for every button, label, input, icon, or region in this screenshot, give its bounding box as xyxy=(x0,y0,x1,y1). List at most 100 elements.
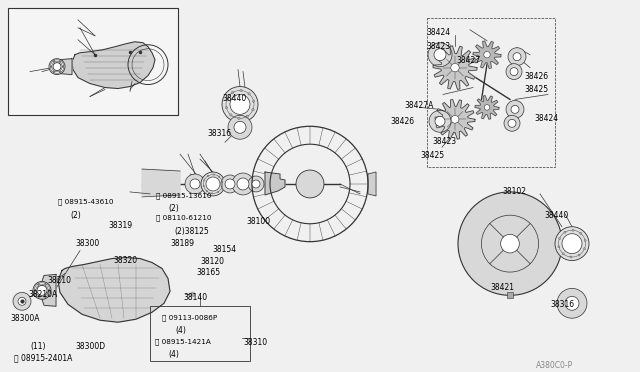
Polygon shape xyxy=(42,275,56,306)
Circle shape xyxy=(508,48,526,65)
Circle shape xyxy=(558,246,560,248)
Text: 38319: 38319 xyxy=(108,221,132,230)
Circle shape xyxy=(228,115,252,139)
Circle shape xyxy=(211,193,213,194)
Circle shape xyxy=(513,53,521,61)
Text: 38426: 38426 xyxy=(390,117,414,126)
Circle shape xyxy=(504,115,520,131)
Circle shape xyxy=(234,121,246,133)
Text: 38316: 38316 xyxy=(550,300,574,310)
Circle shape xyxy=(221,181,223,183)
Circle shape xyxy=(434,49,446,61)
Circle shape xyxy=(45,296,46,297)
Circle shape xyxy=(429,110,451,132)
Circle shape xyxy=(428,43,452,67)
Circle shape xyxy=(500,234,520,253)
Circle shape xyxy=(555,227,589,260)
Circle shape xyxy=(252,100,255,102)
Circle shape xyxy=(51,66,52,67)
Circle shape xyxy=(510,68,518,76)
Circle shape xyxy=(37,285,47,295)
Circle shape xyxy=(225,106,228,109)
Bar xyxy=(150,306,250,361)
Circle shape xyxy=(213,174,214,175)
Text: 38424: 38424 xyxy=(426,28,450,37)
Text: (2): (2) xyxy=(168,204,179,213)
Text: 38310: 38310 xyxy=(243,338,267,347)
Text: 38320: 38320 xyxy=(113,256,137,264)
Text: 38425: 38425 xyxy=(524,84,548,93)
Circle shape xyxy=(435,116,445,126)
Circle shape xyxy=(506,64,522,80)
Circle shape xyxy=(221,187,223,188)
Circle shape xyxy=(225,179,235,189)
Text: (11): (11) xyxy=(30,342,45,351)
Circle shape xyxy=(572,229,574,231)
Text: 38427: 38427 xyxy=(456,56,480,65)
Polygon shape xyxy=(368,172,376,196)
Circle shape xyxy=(559,237,561,240)
Circle shape xyxy=(53,71,55,73)
Text: 38421: 38421 xyxy=(490,283,514,292)
Circle shape xyxy=(248,176,264,192)
Circle shape xyxy=(584,240,586,241)
Circle shape xyxy=(564,231,566,233)
Text: 38210A: 38210A xyxy=(28,291,57,299)
Circle shape xyxy=(218,176,220,177)
Text: 38300: 38300 xyxy=(75,239,99,248)
Text: 38100: 38100 xyxy=(246,217,270,226)
Circle shape xyxy=(451,64,460,72)
Text: 38427A: 38427A xyxy=(404,102,433,110)
Circle shape xyxy=(207,175,209,177)
Circle shape xyxy=(60,71,61,73)
Circle shape xyxy=(565,296,579,310)
Text: 38425: 38425 xyxy=(420,151,444,160)
Circle shape xyxy=(62,66,64,67)
Circle shape xyxy=(248,93,250,95)
Circle shape xyxy=(35,290,36,291)
Circle shape xyxy=(240,89,243,92)
Text: 38423: 38423 xyxy=(432,137,456,146)
Text: 38424: 38424 xyxy=(534,114,558,124)
Circle shape xyxy=(484,105,490,110)
Polygon shape xyxy=(57,59,72,74)
Circle shape xyxy=(60,61,61,62)
Bar xyxy=(8,8,178,115)
Polygon shape xyxy=(58,257,170,322)
Circle shape xyxy=(217,191,219,193)
Circle shape xyxy=(506,100,524,118)
Text: 38423: 38423 xyxy=(426,42,450,51)
Text: Ⓑ 09113-0086P: Ⓑ 09113-0086P xyxy=(162,314,217,321)
Circle shape xyxy=(230,94,250,114)
Circle shape xyxy=(38,283,39,285)
Circle shape xyxy=(580,232,582,234)
Text: Ⓦ 08915-2401A: Ⓦ 08915-2401A xyxy=(14,353,72,362)
Circle shape xyxy=(232,173,254,195)
Circle shape xyxy=(53,62,61,71)
Polygon shape xyxy=(435,100,475,139)
Text: 38120: 38120 xyxy=(200,257,224,266)
Text: Ⓦ 08915-1421A: Ⓦ 08915-1421A xyxy=(155,338,211,345)
Text: 38300A: 38300A xyxy=(10,314,40,323)
Circle shape xyxy=(237,178,249,190)
Circle shape xyxy=(226,98,228,100)
Polygon shape xyxy=(72,42,155,89)
Text: A380C0-P: A380C0-P xyxy=(536,361,573,370)
Circle shape xyxy=(49,59,65,74)
Polygon shape xyxy=(142,169,180,197)
Text: 38210: 38210 xyxy=(47,276,71,285)
Text: 38440: 38440 xyxy=(544,211,568,220)
Circle shape xyxy=(562,253,564,255)
Circle shape xyxy=(252,109,254,111)
Text: (4): (4) xyxy=(175,326,186,335)
Polygon shape xyxy=(433,46,477,89)
Circle shape xyxy=(511,105,519,113)
Circle shape xyxy=(203,185,205,187)
Circle shape xyxy=(484,51,490,58)
Text: 38440: 38440 xyxy=(222,94,246,103)
Circle shape xyxy=(13,292,31,310)
Text: Ⓦ 08915-13610: Ⓦ 08915-13610 xyxy=(156,192,211,199)
Circle shape xyxy=(458,192,562,295)
Circle shape xyxy=(45,283,46,285)
Text: 38189: 38189 xyxy=(170,239,194,248)
